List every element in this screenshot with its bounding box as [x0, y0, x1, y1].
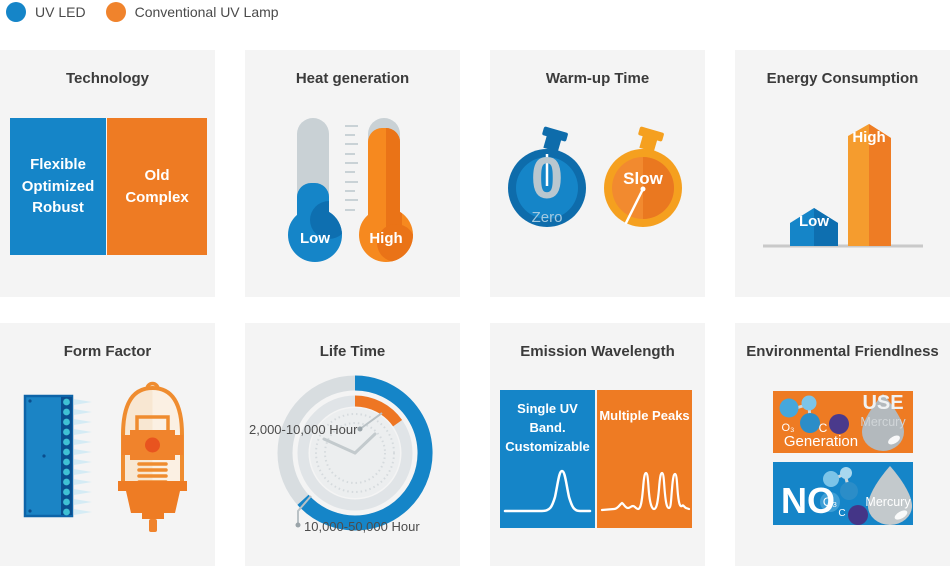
- panel-title-environmental-friendliness: Environmental Friendlness: [746, 343, 939, 360]
- panel-title-heat-generation: Heat generation: [295, 70, 410, 87]
- led-energy-label: Low: [799, 213, 829, 230]
- life-time-graphic: [277, 375, 433, 531]
- stopwatch-lamp-icon: [604, 126, 682, 227]
- legend: UV LED Conventional UV Lamp: [0, 0, 950, 50]
- panel-title-warmup-time: Warm-up Time: [545, 70, 650, 87]
- multi-peak-curve: [600, 471, 691, 512]
- lamp-heat-label: High: [369, 230, 403, 247]
- led-c-label: C: [838, 508, 846, 519]
- energy-consumption-graphic: [763, 124, 923, 248]
- leader-lines: [297, 412, 383, 523]
- carbon-atom-icon: [829, 414, 849, 434]
- lamp-generation-label: Generation: [783, 433, 859, 450]
- single-peak-curve: [503, 469, 592, 513]
- lamp-technology-box: Old Complex: [107, 118, 207, 255]
- panel-title-life-time: Life Time: [319, 343, 386, 360]
- lamp-use-label: USE: [862, 392, 904, 414]
- energy-bar-lamp-icon: [848, 124, 891, 246]
- led-warmup-label: Zero: [531, 209, 563, 226]
- lifetime-donut-icon: [277, 375, 433, 531]
- legend-item-uv-led: UV LED: [6, 2, 86, 22]
- emission-curves-graphic: [503, 469, 691, 513]
- lamp-environment-graphic: [779, 394, 904, 451]
- led-emission-label: Single UV Band. Customizable: [505, 401, 590, 454]
- led-lifetime-label: 10,000-50,000 Hour: [304, 519, 420, 534]
- conventional-lamp-legend-label: Conventional UV Lamp: [134, 4, 279, 20]
- warmup-time-graphic: [508, 126, 682, 227]
- lamp-warmup-label: Slow: [623, 169, 663, 188]
- panel-title-emission-wavelength: Emission Wavelength: [520, 343, 675, 360]
- energy-bar-led-icon: [790, 208, 838, 246]
- form-factor-graphic: [23, 381, 187, 532]
- uv-led-technology-label: Flexible Optimized Robust: [21, 155, 95, 217]
- uv-led-technology-box: Flexible Optimized Robust: [10, 118, 106, 255]
- panel-title-energy-consumption: Energy Consumption: [766, 70, 919, 87]
- uv-lamp-icon: [118, 381, 187, 532]
- led-chips: [63, 398, 70, 516]
- uv-led-emission-box: [500, 390, 595, 528]
- carbon-atom-icon: [848, 505, 868, 525]
- panel-heat-generation: Heat generation: [245, 50, 460, 297]
- lamp-o3-label: O₃: [781, 422, 795, 434]
- panel-title-form-factor: Form Factor: [63, 343, 152, 360]
- panel-technology: Technology Flexible Optimized Robust Old…: [0, 50, 215, 297]
- thermometer-lamp-icon: [359, 118, 413, 262]
- lamp-emission-box: [597, 390, 692, 528]
- mercury-droplet-icon: [868, 466, 912, 525]
- led-mercury-label: Mercury: [865, 495, 911, 509]
- panel-life-time: Life Time 2: [245, 323, 460, 566]
- lamp-emission-label: Multiple Peaks: [599, 408, 690, 423]
- clock-hands-icon: [322, 432, 377, 455]
- panel-environmental-friendliness: Environmental Friendlness O₃ C Generatio…: [735, 323, 950, 566]
- lamp-energy-label: High: [852, 129, 886, 146]
- comparison-grid: Technology Flexible Optimized Robust Old…: [0, 50, 950, 566]
- legend-item-conventional-lamp: Conventional UV Lamp: [105, 2, 279, 22]
- led-environment-banner: NO O₃ C Mercury: [773, 462, 913, 525]
- stopwatch-led-icon: [508, 126, 586, 227]
- thermometer-led-icon: [288, 118, 342, 262]
- heat-generation-graphic: [288, 118, 413, 262]
- uv-led-legend-label: UV LED: [35, 4, 86, 20]
- lamp-lifetime-label: 2,000-10,000 Hour: [249, 422, 358, 437]
- panel-form-factor: Form Factor: [0, 323, 215, 566]
- lamp-mercury-label: Mercury: [860, 415, 906, 429]
- panel-title-technology: Technology: [65, 70, 150, 87]
- module-screws: [28, 399, 46, 513]
- led-environment-graphic: [820, 466, 912, 525]
- led-warmup-value: 0: [530, 146, 564, 211]
- ozone-molecule-icon: [779, 395, 820, 433]
- led-lifetime-arc: [297, 375, 433, 531]
- lamp-c-label: C: [818, 421, 828, 435]
- led-heat-label: Low: [300, 230, 330, 247]
- panel-energy-consumption: Energy Consumption Low High: [735, 50, 950, 297]
- lamp-lifetime-arc: [354, 395, 403, 427]
- led-no-label: NO: [781, 480, 835, 521]
- uv-led-legend-dot-icon: [6, 2, 26, 22]
- panel-emission-wavelength: Emission Wavelength Single UV Band. Cust…: [490, 323, 705, 566]
- conventional-lamp-legend-dot-icon: [105, 2, 126, 22]
- lamp-environment-banner: O₃ C Generation USE Mercury: [773, 391, 913, 453]
- scale-ticks-icon: [345, 125, 358, 211]
- led-module-icon: [23, 394, 92, 518]
- panel-warmup-time: Warm-up Time: [490, 50, 705, 297]
- ozone-molecule-icon: [820, 467, 858, 512]
- lamp-technology-label: Old Complex: [125, 166, 189, 206]
- led-light-rays: [74, 399, 92, 515]
- led-o3-label: O₃: [822, 495, 838, 509]
